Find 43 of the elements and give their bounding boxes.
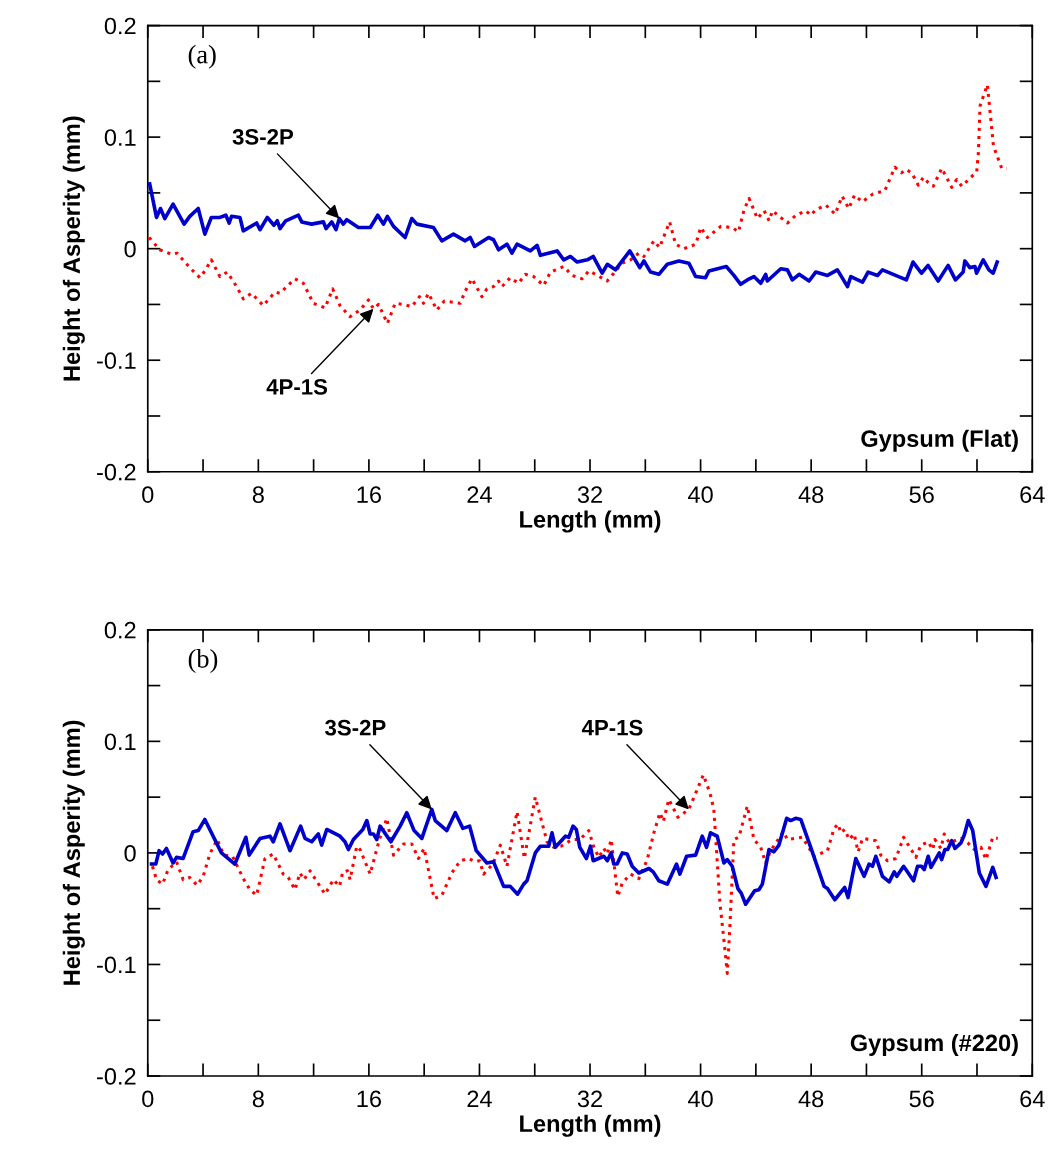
x-tick-label: 24 [467, 486, 492, 503]
y-tick-label: 0.2 [104, 17, 136, 35]
annotation: 4P-1S [266, 378, 328, 395]
x-tick-label: 16 [357, 1090, 381, 1108]
y-tick-label: 0.1 [104, 733, 136, 751]
x-tick-label: 32 [577, 486, 602, 503]
x-tick-label: 64 [1020, 1090, 1045, 1108]
y-tick-label: 0.1 [104, 129, 136, 146]
x-tick-label: 16 [357, 486, 381, 503]
y-tick-label: 0.2 [104, 621, 136, 639]
x-tick-label: 0 [142, 486, 154, 503]
line-series [147, 83, 1009, 325]
x-tick-label: 32 [577, 1090, 602, 1108]
x-tick-label: 24 [467, 1090, 492, 1108]
y-axis-title: Height of Asperity (mm) [62, 720, 85, 985]
annotation: 3S-2P [325, 719, 386, 736]
x-tick-label: 56 [909, 486, 934, 503]
y-tick-label: -0.1 [97, 352, 136, 370]
y-tick-label: -0.2 [97, 1068, 136, 1085]
y-tick-label: 0 [124, 240, 136, 258]
y-tick-label: -0.2 [97, 463, 136, 481]
x-axis-title: Length (mm) [520, 1114, 661, 1137]
x-tick-label: 8 [252, 486, 264, 503]
annotation: (b) [188, 649, 218, 673]
x-tick-label: 64 [1020, 486, 1045, 503]
x-tick-label: 8 [252, 1090, 264, 1108]
x-tick-label: 56 [909, 1090, 934, 1108]
x-tick-label: 0 [142, 1090, 154, 1108]
line-series [147, 182, 999, 289]
annotation: 4P-1S [581, 719, 643, 736]
x-tick-label: 48 [798, 1090, 824, 1108]
line-series [150, 773, 1000, 975]
annotation: Gypsum (#220) [850, 1033, 1018, 1056]
x-tick-label: 40 [688, 486, 713, 503]
annotation: Gypsum (Flat) [861, 429, 1018, 452]
y-axis-title: Height of Asperity (mm) [62, 116, 85, 381]
annotation: (a) [188, 44, 216, 69]
annotation: 3S-2P [232, 128, 294, 145]
x-tick-label: 48 [798, 486, 824, 503]
x-axis-title: Length (mm) [520, 510, 661, 533]
y-tick-label: -0.1 [97, 956, 136, 974]
x-tick-label: 40 [688, 1090, 713, 1108]
y-tick-label: 0 [124, 844, 136, 862]
